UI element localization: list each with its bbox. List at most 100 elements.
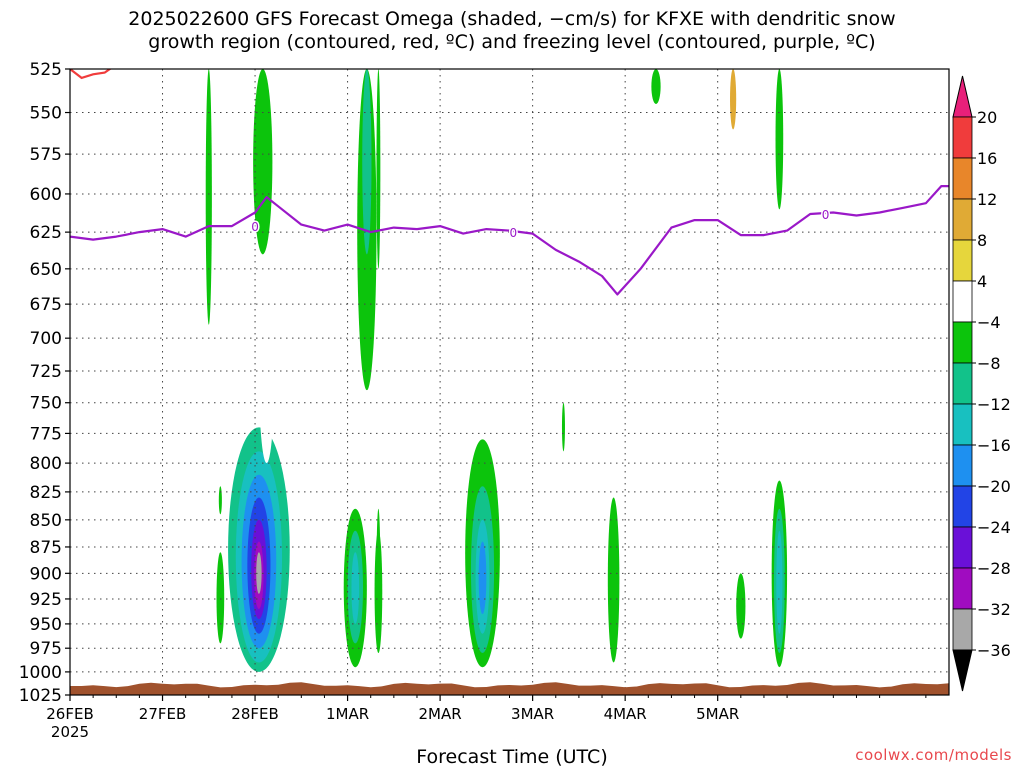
x-tick-label-3: 1MAR — [326, 705, 369, 723]
y-tick-label-900: 900 — [30, 564, 62, 584]
colorbar: 20 16 12 8 4 −4 −8 −12 −16 −20 −24 −28 −32 −36 — [952, 75, 1011, 692]
omega-cell-14 — [351, 552, 360, 624]
x-tick-label-7: 5MAR — [696, 705, 739, 723]
colorbar-label-2: 12 — [977, 190, 997, 209]
omega-cell-41 — [464, 69, 470, 163]
omega-cell-37 — [218, 486, 222, 515]
y-tick-label-600: 600 — [30, 185, 62, 205]
omega-cell-11 — [363, 415, 371, 464]
y-tick-label-925: 925 — [30, 590, 62, 610]
x-tick-label-0: 26FEB — [46, 705, 93, 723]
y-tick-label-525: 525 — [30, 60, 62, 80]
omega-cell-38 — [145, 557, 149, 584]
y-tick-label-725: 725 — [30, 362, 62, 382]
colorbar-label-6: −8 — [977, 354, 1001, 373]
colorbar-band-7 — [952, 403, 973, 446]
colorbar-label-11: −28 — [977, 559, 1011, 578]
y-tick-label-1025: 1025 — [19, 686, 62, 706]
colorbar-band-1 — [952, 157, 973, 200]
y-tick-label-575: 575 — [30, 145, 62, 165]
colorbar-band-12 — [952, 608, 973, 651]
colorbar-band-2 — [952, 198, 973, 241]
colorbar-label-1: 16 — [977, 149, 997, 168]
omega-cell-48 — [642, 541, 647, 634]
x-tick-label-5: 3MAR — [511, 705, 554, 723]
colorbar-band-3 — [952, 239, 973, 282]
omega-cell-22 — [736, 573, 746, 639]
colorbar-band-5 — [952, 321, 973, 364]
omega-cell-51 — [376, 508, 381, 634]
y-tick-label-675: 675 — [30, 295, 62, 315]
omega-cell-45 — [619, 324, 624, 403]
omega-cell-47 — [654, 232, 666, 403]
ground-fill — [70, 682, 949, 695]
y-tick-label-625: 625 — [30, 223, 62, 243]
colorbar-band-9 — [952, 485, 973, 528]
omega-cell-8 — [258, 283, 275, 464]
omega-cell-26 — [775, 69, 784, 210]
omega-cell-34 — [86, 358, 92, 416]
y-tick-label-800: 800 — [30, 454, 62, 474]
chart-title-line-2: growth region (contoured, red, ºC) and f… — [148, 31, 876, 53]
omega-cell-25 — [776, 530, 783, 634]
colorbar-label-7: −12 — [977, 395, 1011, 414]
omega-cell-43 — [561, 402, 565, 452]
x-tick-label-6: 4MAR — [604, 705, 647, 723]
omega-cell-19 — [478, 541, 487, 615]
omega-cell-40 — [376, 69, 381, 269]
omega-cell-44 — [569, 324, 574, 391]
x-tick-sublabel: 2025 — [51, 723, 89, 741]
omega-cell-50 — [639, 390, 643, 452]
omega-cell-32 — [106, 69, 111, 194]
omega-cell-49 — [596, 129, 601, 325]
colorbar-top-arrow — [952, 75, 973, 118]
colorbar-label-3: 8 — [977, 231, 987, 250]
chart-title-line-1: 2025022600 GFS Forecast Omega (shaded, −… — [128, 8, 896, 30]
omega-cell-30 — [937, 514, 946, 574]
omega-cell-31 — [205, 69, 212, 325]
colorbar-band-0 — [952, 116, 973, 159]
omega-cell-36 — [216, 552, 225, 644]
grid-lines — [70, 69, 949, 695]
omega-cell-21 — [719, 530, 732, 624]
colorbar-label-4: 4 — [977, 272, 987, 291]
omega-cell-10 — [362, 69, 372, 255]
omega-cell-39 — [71, 593, 76, 663]
freezing-level-label-0: 0 — [251, 220, 259, 234]
y-tick-label-875: 875 — [30, 538, 62, 558]
omega-cell-46 — [630, 69, 636, 163]
colorbar-label-12: −32 — [977, 600, 1011, 619]
colorbar-bottom-arrow — [952, 649, 973, 692]
y-tick-label-775: 775 — [30, 424, 62, 444]
x-tick-label-1: 27FEB — [139, 705, 186, 723]
x-axis: 26FEB 27FEB 28FEB 1MAR 2MAR 3MAR 4MAR 5MAR 2025 — [46, 695, 927, 741]
y-tick-label-700: 700 — [30, 329, 62, 349]
freezing-level-label-1: 0 — [510, 226, 518, 240]
omega-cell-42 — [526, 69, 532, 130]
y-tick-label-850: 850 — [30, 511, 62, 531]
freezing-level-line — [70, 185, 949, 296]
omega-cell-29 — [730, 69, 737, 130]
y-tick-label-1000: 1000 — [19, 663, 62, 683]
colorbar-band-11 — [952, 567, 973, 610]
credit-link[interactable]: coolwx.com/models — [855, 746, 1012, 764]
colorbar-band-8 — [952, 444, 973, 487]
colorbar-band-10 — [952, 526, 973, 569]
colorbar-label-0: 20 — [977, 108, 997, 127]
omega-cell-27 — [651, 69, 661, 104]
omega-cell-33 — [156, 69, 161, 171]
y-axis: 525 550 575 600 625 650 675 700 725 750 775 800 825 8… — [19, 60, 70, 706]
y-tick-label-950: 950 — [30, 615, 62, 635]
colorbar-band-4 — [952, 280, 973, 323]
ground-terrain — [70, 682, 949, 695]
colorbar-label-5: −4 — [977, 313, 1001, 332]
dendritic-growth-line — [70, 69, 112, 80]
omega-shading — [71, 69, 946, 672]
y-tick-label-825: 825 — [30, 483, 62, 503]
omega-cell-35 — [197, 530, 205, 594]
omega-cell-6 — [256, 552, 262, 594]
y-tick-label-750: 750 — [30, 394, 62, 414]
freezing-level-label-2: 0 — [822, 208, 830, 222]
contour-lines: 0 0 0 — [70, 69, 949, 296]
